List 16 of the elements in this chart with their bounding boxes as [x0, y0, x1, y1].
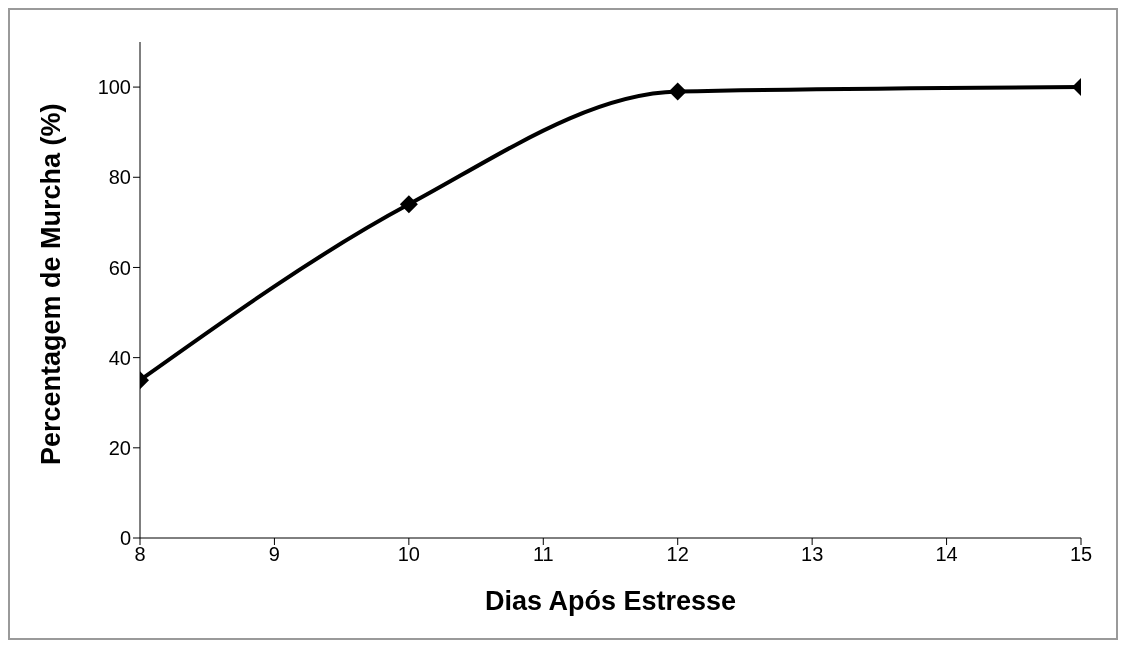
x-tick-label: 13	[801, 543, 824, 566]
y-tick-label: 80	[108, 166, 131, 189]
x-tick-label: 9	[268, 543, 280, 566]
x-tick-label: 12	[666, 543, 689, 566]
x-axis-title: Dias Após Estresse	[484, 586, 737, 616]
x-tick-label: 14	[935, 543, 958, 566]
x-tick-label: 10	[397, 543, 420, 566]
y-tick-label: 60	[108, 256, 131, 279]
x-tick-label: 15	[1069, 543, 1093, 566]
y-tick-label: 100	[97, 76, 131, 99]
y-tick-label: 40	[108, 346, 131, 369]
x-tick-label: 11	[532, 543, 554, 566]
y-tick-label: 0	[119, 527, 131, 550]
x-tick-label: 8	[134, 543, 146, 566]
y-axis-title: Percentagem de Murcha (%)	[35, 103, 66, 465]
y-tick-label: 20	[108, 436, 131, 459]
